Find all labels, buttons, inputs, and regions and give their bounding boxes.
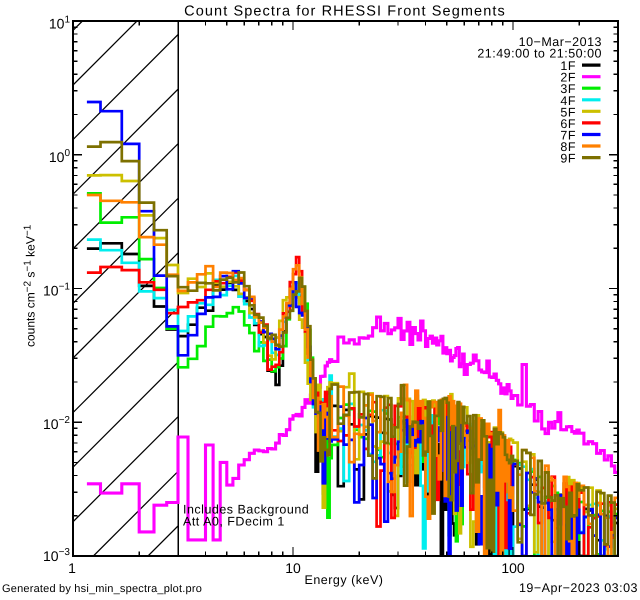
svg-text:5F: 5F [560,105,576,119]
svg-text:7F: 7F [560,129,576,143]
svg-text:8F: 8F [560,140,576,154]
svg-text:Generated by hsi_min_spectra_p: Generated by hsi_min_spectra_plot.pro [2,583,202,595]
svg-text:Att A0, FDecim 1: Att A0, FDecim 1 [183,515,285,529]
svg-text:10−Mar−2013: 10−Mar−2013 [519,35,602,49]
svg-text:9F: 9F [560,152,576,166]
svg-text:6F: 6F [560,117,576,131]
svg-text:1: 1 [68,560,76,576]
svg-text:counts cm−2 s−1 keV−1: counts cm−2 s−1 keV−1 [23,224,38,347]
svg-text:Count Spectra for RHESSI Front: Count Spectra for RHESSI Front Segments [184,4,506,20]
svg-text:10: 10 [285,560,301,576]
svg-text:3F: 3F [560,82,576,96]
svg-text:Includes Background: Includes Background [183,503,309,517]
svg-text:19−Apr−2023 03:03: 19−Apr−2023 03:03 [519,581,638,595]
svg-text:2F: 2F [560,71,576,85]
svg-text:21:49:00 to 21:50:00: 21:49:00 to 21:50:00 [477,47,602,61]
svg-text:1F: 1F [560,59,576,73]
svg-text:4F: 4F [560,94,576,108]
svg-text:Energy (keV): Energy (keV) [305,573,384,587]
svg-text:100: 100 [501,560,525,576]
